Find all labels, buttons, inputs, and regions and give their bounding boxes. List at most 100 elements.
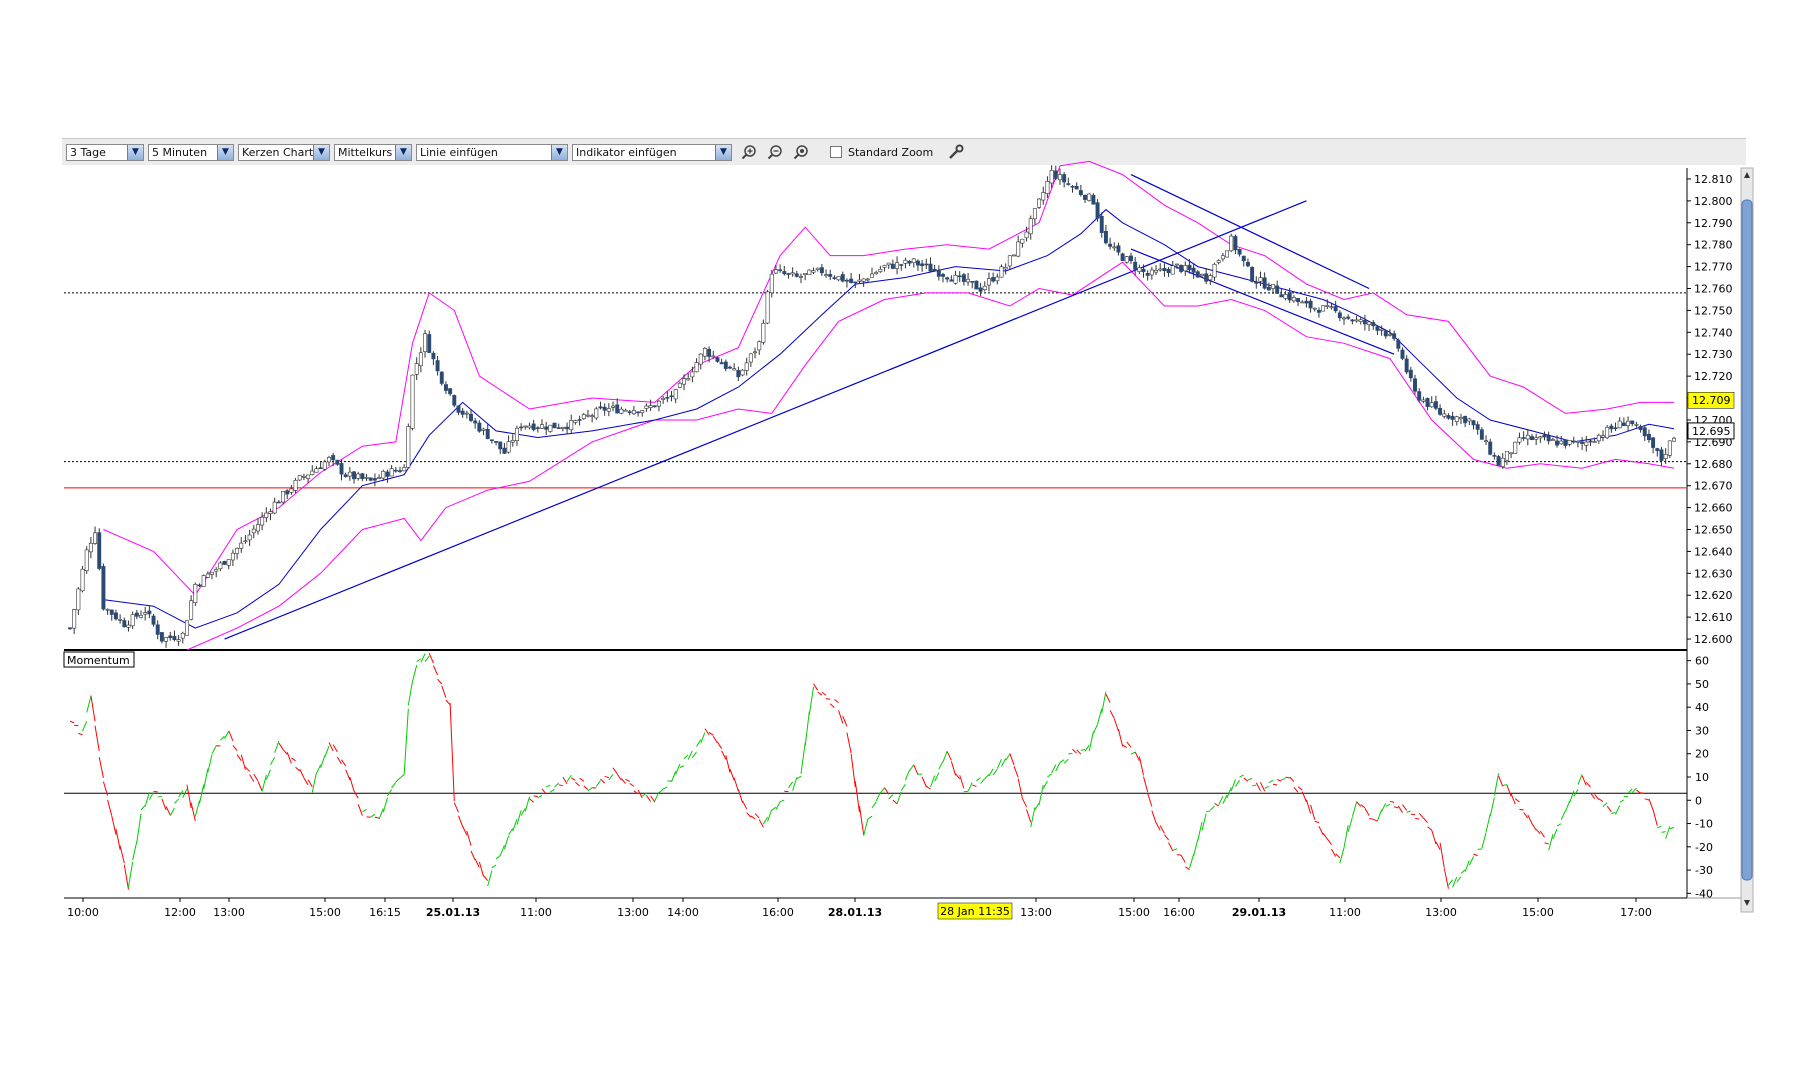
momentum-segment [387, 789, 393, 797]
candle-body [907, 261, 912, 264]
period-select[interactable]: 3 Tage ▼ [66, 143, 144, 161]
scroll-down-icon[interactable] [1744, 900, 1750, 906]
candle [389, 465, 394, 477]
momentum-segment [1214, 803, 1219, 807]
momentum-segment [1101, 691, 1107, 714]
momentum-segment [1030, 807, 1036, 828]
zoom-reset-button[interactable] [792, 143, 810, 161]
candle [514, 425, 519, 446]
momentum-segment [1126, 741, 1132, 748]
momentum-segment [800, 742, 806, 774]
momentum-segment [1435, 841, 1441, 850]
momentum-segment [286, 751, 292, 764]
candle [452, 394, 457, 408]
momentum-segment [274, 740, 280, 753]
momentum-segment [378, 808, 384, 820]
candle [1609, 423, 1614, 433]
candle-body [1325, 305, 1330, 307]
candle-body [644, 405, 649, 409]
price-tick-label: 12.740 [1694, 326, 1733, 339]
interval-select[interactable]: 5 Minuten ▼ [148, 143, 234, 161]
price-type-select[interactable]: Mittelkurs ▼ [334, 143, 412, 161]
momentum-segment [382, 797, 388, 813]
candle-body [1003, 267, 1008, 270]
candle [139, 610, 143, 619]
momentum-segment [336, 756, 342, 765]
time-tick-label: 13:00 [1020, 906, 1052, 919]
candle-body [1279, 294, 1284, 298]
candle [1195, 270, 1200, 278]
momentum-segment [1168, 842, 1174, 852]
zoom-out-button[interactable] [766, 143, 784, 161]
zoom-in-button[interactable] [740, 143, 758, 161]
scroll-up-icon[interactable] [1744, 172, 1750, 178]
candle [473, 417, 478, 429]
candle-body [594, 408, 599, 419]
price-tick-label: 12.780 [1694, 239, 1733, 252]
candle [469, 409, 473, 423]
candle-body [598, 406, 603, 409]
candle-body [698, 353, 703, 365]
momentum-segment [395, 777, 401, 783]
time-tick-label: 16:00 [1163, 906, 1195, 919]
candle-body [368, 477, 373, 481]
candle [1266, 282, 1271, 291]
candle [285, 489, 290, 499]
candle-body [272, 501, 277, 514]
candle-body [68, 627, 72, 630]
momentum-segment [412, 664, 418, 682]
momentum-segment [1055, 762, 1061, 772]
momentum-segment [1539, 830, 1545, 838]
momentum-segment [1277, 779, 1282, 782]
candle-body [978, 287, 983, 292]
momentum-segment [1009, 753, 1015, 766]
chart-type-select[interactable]: Kerzen Chart ▼ [238, 143, 330, 161]
momentum-segment [1272, 783, 1278, 786]
momentum-segment [470, 850, 476, 861]
momentum-segment [1648, 798, 1654, 811]
momentum-segment [654, 791, 660, 802]
momentum-segment [1564, 800, 1571, 812]
settings-button[interactable] [947, 143, 965, 161]
candle [1049, 165, 1054, 189]
momentum-segment [1364, 808, 1370, 816]
indicator-insert-select[interactable]: Indikator einfügen ▼ [572, 143, 732, 161]
momentum-segment [1548, 834, 1554, 851]
momentum-segment [629, 782, 635, 787]
candle [1200, 273, 1204, 278]
candle [1133, 256, 1138, 276]
momentum-segment [913, 764, 919, 775]
candle-body [1442, 413, 1447, 417]
candle-body [1170, 265, 1175, 275]
momentum-segment [1657, 826, 1662, 829]
price-tick-label: 12.720 [1694, 370, 1733, 383]
candle-body [949, 279, 954, 282]
candle [297, 475, 302, 482]
candle [164, 636, 169, 648]
candle [1567, 439, 1572, 447]
candle-body [1166, 269, 1171, 274]
candle-body [790, 272, 795, 275]
candle [982, 281, 987, 292]
line-insert-select[interactable]: Linie einfügen ▼ [416, 143, 568, 161]
candle-body [143, 612, 148, 615]
candle [1179, 264, 1184, 274]
candle-body [665, 396, 670, 399]
candle-body [1642, 427, 1647, 437]
scrollbar-thumb[interactable] [1741, 199, 1753, 881]
momentum-segment [1252, 784, 1257, 787]
momentum-segment [362, 808, 367, 813]
candle [1467, 417, 1472, 426]
momentum-segment [808, 686, 815, 715]
candle-body [803, 273, 808, 275]
standard-zoom-checkbox[interactable] [830, 146, 842, 158]
candle-body [615, 404, 620, 414]
candle-body [1149, 269, 1154, 276]
time-tick-label: 12:00 [164, 906, 196, 919]
candle [673, 388, 678, 404]
momentum-segment [315, 764, 322, 774]
candle [485, 424, 490, 440]
candle-body [1162, 268, 1167, 272]
candle-body [1463, 416, 1468, 424]
